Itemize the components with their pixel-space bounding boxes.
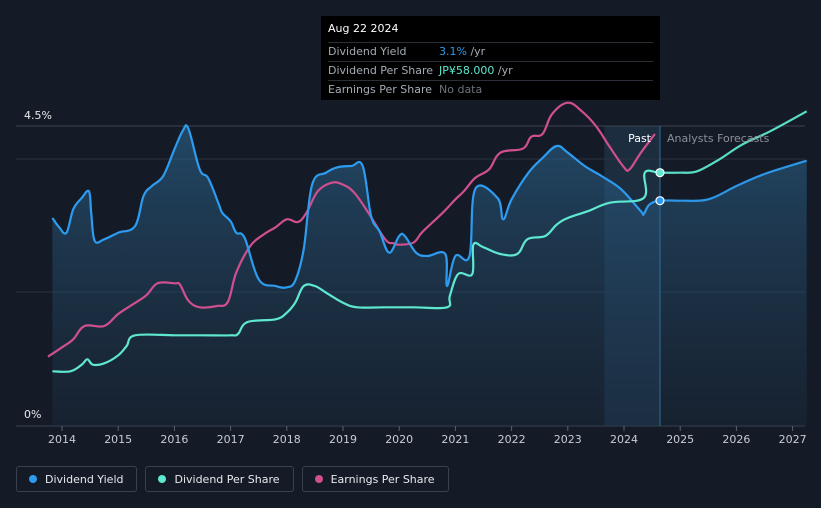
- dividend-yield-marker: [655, 196, 665, 206]
- x-tick-label: 2025: [666, 433, 694, 446]
- earnings-per-share-line: [47, 101, 656, 358]
- x-tick-label: 2022: [498, 433, 526, 446]
- dividend-yield-line: [51, 124, 660, 289]
- tooltip-label: Earnings Per Share: [328, 83, 433, 96]
- tooltip-row-dividend-per-share: Dividend Per Share JP¥58.000 /yr: [328, 61, 653, 80]
- y-axis-top-label: 4.5%: [24, 109, 52, 122]
- x-tick-label: 2020: [385, 433, 413, 446]
- x-tick-label: 2023: [554, 433, 582, 446]
- legend-dividend-yield[interactable]: Dividend Yield: [16, 466, 138, 492]
- legend-dot-icon: [314, 475, 323, 483]
- tooltip-row-dividend-yield: Dividend Yield 3.1% /yr: [328, 42, 653, 61]
- dividend-per-share-line: [52, 169, 660, 373]
- tooltip-value: No data: [439, 83, 483, 96]
- legend-label: Dividend Yield: [45, 472, 124, 486]
- x-tick-label: 2026: [722, 433, 750, 446]
- legend-earnings-per-share[interactable]: Earnings Per Share: [301, 466, 449, 492]
- tooltip-unit: /yr: [466, 45, 486, 58]
- legend-dot-icon: [158, 475, 167, 483]
- tooltip-label: Dividend Yield: [328, 45, 407, 58]
- dividend-yield-area: [52, 125, 807, 427]
- tooltip-value: 3.1%: [439, 45, 467, 58]
- legend-dividend-per-share[interactable]: Dividend Per Share: [145, 466, 294, 492]
- x-tick-label: 2027: [779, 433, 807, 446]
- legend-label: Earnings Per Share: [330, 472, 435, 486]
- tooltip-value: JP¥58.000: [439, 64, 495, 77]
- past-label: Past: [628, 132, 652, 145]
- x-tick-label: 2024: [610, 433, 638, 446]
- tooltip-unit: /yr: [494, 64, 513, 77]
- tooltip-row-earnings-per-share: Earnings Per Share No data: [328, 80, 653, 99]
- x-tick-label: 2021: [441, 433, 469, 446]
- x-tick-label: 2017: [217, 433, 245, 446]
- y-axis-bottom-label: 0%: [24, 408, 41, 421]
- tooltip-label: Dividend Per Share: [328, 64, 434, 77]
- x-tick-label: 2016: [160, 433, 188, 446]
- x-tick-label: 2015: [104, 433, 132, 446]
- chart-tooltip: Aug 22 2024 Dividend Yield 3.1% /yr Divi…: [321, 16, 660, 100]
- x-tick-label: 2018: [273, 433, 301, 446]
- x-tick-label: 2019: [329, 433, 357, 446]
- dividend-per-share-marker: [655, 168, 665, 178]
- legend-dot-icon: [29, 475, 37, 483]
- tooltip-date: Aug 22 2024: [328, 22, 399, 35]
- analysts-forecasts-label: Analysts Forecasts: [667, 132, 770, 145]
- chart-legend: Dividend Yield Dividend Per Share Earnin…: [16, 466, 449, 492]
- x-tick-label: 2014: [48, 433, 76, 446]
- legend-label: Dividend Per Share: [174, 472, 280, 486]
